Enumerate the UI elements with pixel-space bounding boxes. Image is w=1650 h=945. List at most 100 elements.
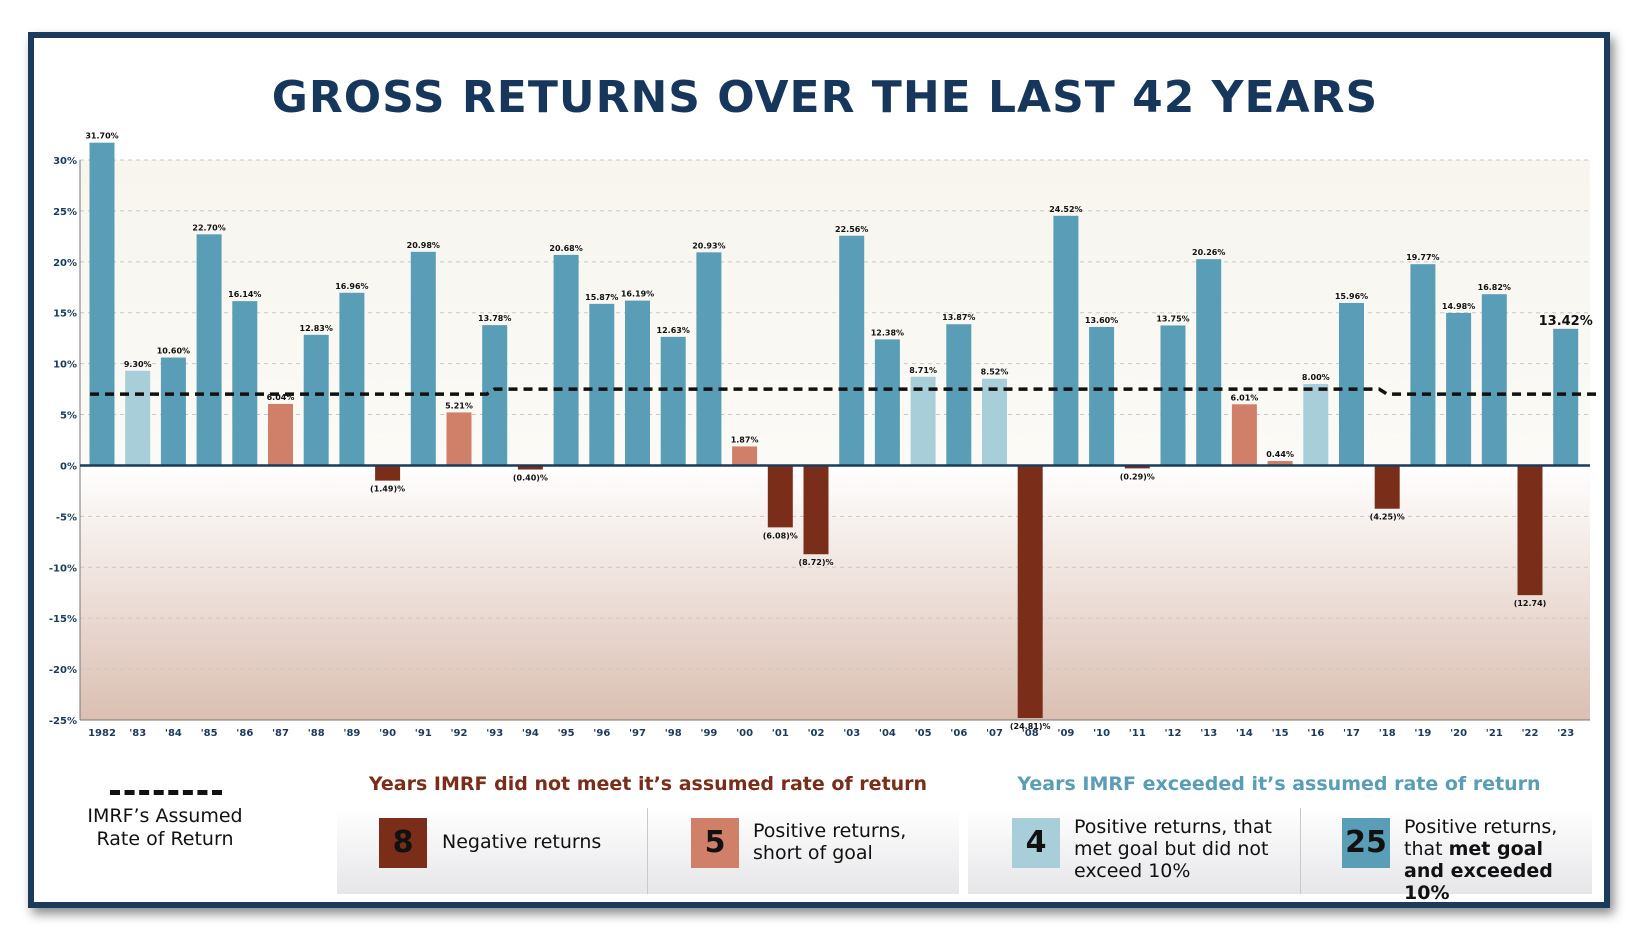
data-label: (1.49)% — [370, 485, 405, 494]
bar — [1089, 326, 1115, 466]
data-label: 6.04% — [267, 393, 295, 402]
x-tick-label: '14 — [1236, 728, 1253, 739]
x-tick-label: '13 — [1200, 728, 1217, 739]
data-label: 0.44% — [1266, 450, 1294, 459]
exceeded-panel — [968, 808, 1592, 894]
bar — [803, 465, 829, 555]
x-tick-label: '02 — [808, 728, 825, 739]
x-tick-label: '83 — [129, 728, 146, 739]
bar — [1481, 294, 1507, 466]
data-label: 13.42% — [1539, 314, 1593, 329]
data-label: 13.75% — [1156, 314, 1189, 323]
x-tick-label: 1982 — [88, 728, 116, 739]
data-label: (24.81)% — [1010, 722, 1051, 731]
x-tick-label: '93 — [486, 728, 503, 739]
bar — [1160, 325, 1186, 466]
data-label: 31.70% — [85, 132, 118, 141]
exceeded-label: Positive returns, that met goal and exce… — [1404, 816, 1589, 904]
y-tick-label: 15% — [53, 309, 77, 320]
bar — [589, 303, 615, 466]
y-tick-label: 25% — [53, 207, 77, 218]
did-not-meet-heading: Years IMRF did not meet it’s assumed rat… — [368, 773, 928, 795]
data-label: (6.08)% — [763, 531, 798, 540]
bar — [1410, 264, 1436, 466]
x-tick-label: '17 — [1343, 728, 1360, 739]
bar — [125, 370, 151, 466]
x-tick-label: '96 — [593, 728, 610, 739]
x-tick-label: '15 — [1272, 728, 1289, 739]
data-label: 8.00% — [1302, 373, 1330, 382]
bar — [303, 334, 329, 466]
data-label: 15.96% — [1335, 292, 1368, 301]
x-tick-label: '86 — [236, 728, 253, 739]
x-tick-label: '07 — [986, 728, 1003, 739]
x-tick-label: '01 — [772, 728, 789, 739]
x-tick-label: '08 — [1022, 728, 1039, 739]
x-tick-label: '18 — [1379, 728, 1396, 739]
data-label: (4.25)% — [1370, 513, 1405, 522]
x-tick-label: '03 — [843, 728, 860, 739]
data-label: (12.74) — [1514, 599, 1547, 608]
did-not-meet-panel — [337, 808, 959, 894]
data-label: 13.60% — [1085, 316, 1118, 325]
assumed-rate-line — [90, 387, 1598, 396]
met-label: Positive returns, that met goal but did … — [1074, 816, 1272, 882]
data-label: 20.98% — [407, 241, 440, 250]
bar — [268, 403, 293, 466]
x-tick-label: '85 — [201, 728, 218, 739]
x-tick-label: '23 — [1557, 728, 1574, 739]
data-label: (0.40)% — [513, 474, 548, 483]
y-tick-label: -20% — [49, 665, 77, 676]
y-tick-label: 20% — [53, 258, 77, 269]
short-label: Positive returns, short of goal — [753, 820, 907, 864]
bar — [160, 357, 186, 466]
panel-divider — [647, 808, 648, 894]
bar — [732, 446, 758, 466]
data-label: 12.83% — [300, 324, 333, 333]
bar — [839, 235, 865, 466]
bar — [767, 465, 793, 528]
bar — [410, 251, 436, 466]
data-label: 5.21% — [445, 401, 473, 410]
data-label: 12.63% — [657, 326, 690, 335]
x-tick-label: '10 — [1093, 728, 1110, 739]
x-tick-label: '05 — [915, 728, 932, 739]
bar — [874, 339, 900, 466]
data-label: 6.01% — [1231, 393, 1259, 402]
bar — [946, 324, 972, 466]
y-tick-label: -10% — [49, 563, 77, 574]
x-tick-label: '95 — [558, 728, 575, 739]
bar — [1267, 460, 1293, 466]
chart-title: GROSS RETURNS OVER THE LAST 42 YEARS — [271, 72, 1379, 123]
bar — [1339, 302, 1364, 466]
x-tick-label: '00 — [736, 728, 753, 739]
bar — [196, 234, 222, 466]
x-tick-label: '99 — [700, 728, 717, 739]
assumed-rate-legend-line — [110, 790, 222, 795]
x-tick-label: '09 — [1057, 728, 1074, 739]
x-tick-label: '16 — [1307, 728, 1324, 739]
x-tick-label: '87 — [272, 728, 289, 739]
bar — [1017, 465, 1043, 719]
negative-area-background — [80, 465, 1590, 720]
bar — [625, 300, 650, 466]
bar — [232, 301, 258, 466]
data-label: 22.70% — [192, 223, 225, 232]
data-label: 12.38% — [871, 328, 904, 337]
y-tick-label: 30% — [53, 156, 77, 167]
data-label: 10.60% — [157, 347, 190, 356]
negative-count-swatch: 8 — [379, 818, 427, 868]
x-tick-label: '21 — [1486, 728, 1503, 739]
exceeded-count-swatch: 25 — [1342, 818, 1390, 868]
bar — [1374, 465, 1400, 509]
x-tick-label: '94 — [522, 728, 539, 739]
y-tick-label: -5% — [56, 512, 77, 523]
data-label: 8.52% — [981, 368, 1009, 377]
panel-divider — [1300, 808, 1301, 894]
data-label: 24.52% — [1049, 205, 1082, 214]
x-tick-label: '84 — [165, 728, 182, 739]
data-label: 14.98% — [1442, 302, 1475, 311]
y-tick-label: -15% — [49, 614, 77, 625]
short-count-swatch: 5 — [691, 818, 739, 868]
